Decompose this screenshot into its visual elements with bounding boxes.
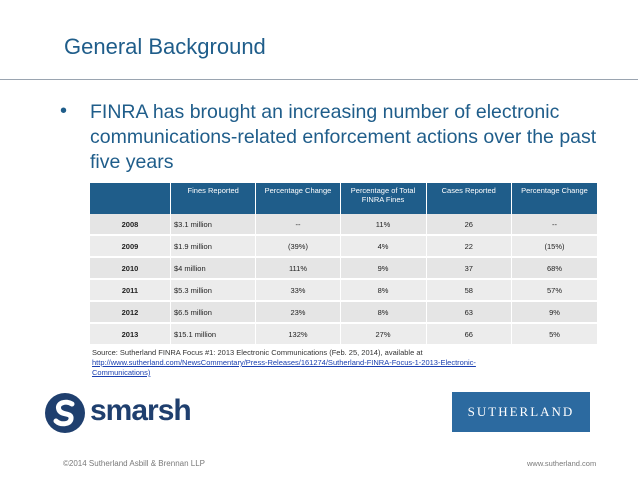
cell-fines: $1.9 million xyxy=(170,235,257,258)
bullet-dot-icon: • xyxy=(60,100,68,122)
cell-cases: 58 xyxy=(426,279,512,302)
header-percentage-change-cases: Percentage Change xyxy=(511,183,599,214)
cell-fines-change: (39%) xyxy=(255,235,341,258)
cell-pct-total: 8% xyxy=(340,279,427,302)
cell-fines-change: 111% xyxy=(255,257,341,280)
cell-pct-total: 9% xyxy=(340,257,427,280)
smarsh-wordmark: smarsh xyxy=(90,394,192,427)
cell-cases: 66 xyxy=(426,323,512,346)
table-row: 2013 $15.1 million 132% 27% 66 5% xyxy=(90,323,599,346)
cell-fines: $4 million xyxy=(170,257,257,280)
footer xyxy=(0,448,638,479)
cell-fines-change: 23% xyxy=(255,301,341,324)
cell-cases: 26 xyxy=(426,214,512,236)
table-row: 2010 $4 million 111% 9% 37 68% xyxy=(90,257,599,280)
cell-fines-change: 33% xyxy=(255,279,341,302)
sutherland-logo: SUTHERLAND xyxy=(452,392,590,432)
cell-year: 2013 xyxy=(90,323,171,346)
cell-fines: $5.3 million xyxy=(170,279,257,302)
cell-pct-total: 11% xyxy=(340,214,427,236)
cell-cases-change: 68% xyxy=(511,257,599,280)
cell-pct-total: 4% xyxy=(340,235,427,258)
slide-title: General Background xyxy=(64,34,266,59)
cell-cases: 63 xyxy=(426,301,512,324)
table-header-row: Fines Reported Percentage Change Percent… xyxy=(90,183,599,214)
cell-pct-total: 27% xyxy=(340,323,427,346)
cell-fines-change: -- xyxy=(255,214,341,236)
header-fines-reported: Fines Reported xyxy=(170,183,257,214)
source-link[interactable]: http://www.sutherland.com/NewsCommentary… xyxy=(92,358,476,377)
cell-cases: 37 xyxy=(426,257,512,280)
source-citation: Source: Sutherland FINRA Focus #1: 2013 … xyxy=(92,348,512,378)
cell-cases-change: 57% xyxy=(511,279,599,302)
bullet-text: FINRA has brought an increasing number o… xyxy=(90,101,597,173)
cell-year: 2009 xyxy=(90,235,171,258)
cell-pct-total: 8% xyxy=(340,301,427,324)
header-cases-reported: Cases Reported xyxy=(426,183,512,214)
smarsh-logo: smarsh xyxy=(44,392,194,434)
cell-cases-change: 9% xyxy=(511,301,599,324)
table-row: 2011 $5.3 million 33% 8% 58 57% xyxy=(90,279,599,302)
cell-year: 2008 xyxy=(90,214,171,236)
cell-fines: $6.5 million xyxy=(170,301,257,324)
table-row: 2012 $6.5 million 23% 8% 63 9% xyxy=(90,301,599,324)
source-text: Source: Sutherland FINRA Focus #1: 2013 … xyxy=(92,348,423,357)
table-row: 2008 $3.1 million -- 11% 26 -- xyxy=(90,214,599,236)
cell-fines: $3.1 million xyxy=(170,214,257,236)
cell-cases-change: 5% xyxy=(511,323,599,346)
table-row: 2009 $1.9 million (39%) 4% 22 (15%) xyxy=(90,235,599,258)
cell-year: 2010 xyxy=(90,257,171,280)
enforcement-table: Fines Reported Percentage Change Percent… xyxy=(90,183,599,346)
header-year xyxy=(90,183,171,214)
cell-cases-change: (15%) xyxy=(511,235,599,258)
cell-year: 2011 xyxy=(90,279,171,302)
header-percentage-of-total: Percentage of Total FINRA Fines xyxy=(340,183,427,214)
cell-fines: $15.1 million xyxy=(170,323,257,346)
cell-year: 2012 xyxy=(90,301,171,324)
title-divider xyxy=(0,79,638,80)
cell-fines-change: 132% xyxy=(255,323,341,346)
cell-cases: 22 xyxy=(426,235,512,258)
footer-website[interactable]: www.sutherland.com xyxy=(527,459,597,468)
smarsh-s-icon xyxy=(45,393,85,433)
footer-copyright: ©2014 Sutherland Asbill & Brennan LLP xyxy=(63,459,205,468)
header-percentage-change-fines: Percentage Change xyxy=(255,183,341,214)
cell-cases-change: -- xyxy=(511,214,599,236)
